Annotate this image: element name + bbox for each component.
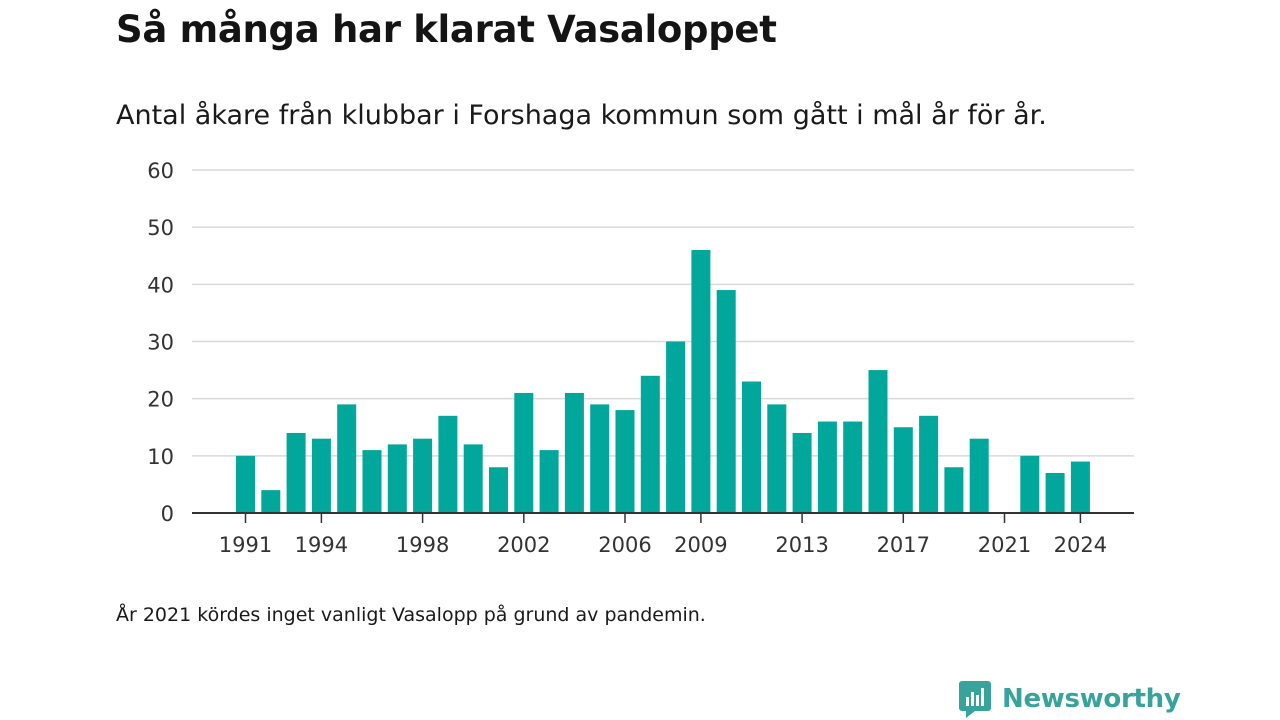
bar-2023[interactable] <box>1045 472 1065 513</box>
bar-2018[interactable] <box>919 415 939 513</box>
x-tick-label: 2017 <box>877 533 930 557</box>
bar-2022[interactable] <box>1020 455 1040 513</box>
x-tick-label: 2013 <box>775 533 828 557</box>
newsworthy-logo-icon <box>959 681 991 718</box>
chart-title: Så många har klarat Vasaloppet <box>116 8 777 51</box>
bar-2011[interactable] <box>742 381 761 513</box>
bar-2006[interactable] <box>615 410 635 513</box>
y-tick-label: 30 <box>147 331 174 355</box>
bar-2020[interactable] <box>969 438 989 513</box>
y-tick-label: 60 <box>147 159 174 183</box>
bar-1997[interactable] <box>387 444 407 513</box>
bar-2002[interactable] <box>514 392 534 513</box>
chart-subtitle: Antal åkare från klubbar i Forshaga komm… <box>116 100 1047 131</box>
y-tick-label: 40 <box>147 273 174 297</box>
gridlines <box>192 169 1134 457</box>
bar-1998[interactable] <box>413 438 433 513</box>
x-tick-label: 1991 <box>219 533 272 557</box>
bar-2001[interactable] <box>489 467 508 513</box>
bar-1995[interactable] <box>337 404 357 513</box>
bar-2015[interactable] <box>843 421 863 513</box>
bar-2004[interactable] <box>564 392 584 513</box>
footnote: År 2021 kördes inget vanligt Vasalopp på… <box>116 604 706 626</box>
brand[interactable]: Newsworthy <box>958 680 1181 718</box>
bar-2013[interactable] <box>792 432 812 513</box>
bar-2008[interactable] <box>666 341 686 514</box>
bar-2019[interactable] <box>944 467 964 513</box>
bar-2003[interactable] <box>539 450 559 513</box>
bar-2016[interactable] <box>868 370 888 513</box>
x-tick-label: 2002 <box>497 533 550 557</box>
bar-1996[interactable] <box>362 450 382 513</box>
bar-2009[interactable] <box>691 250 711 514</box>
bar-2024[interactable] <box>1070 461 1090 513</box>
y-tick-label: 0 <box>161 502 174 526</box>
y-tick-label: 50 <box>147 216 174 240</box>
bar-1993[interactable] <box>286 432 306 513</box>
bar-2014[interactable] <box>817 421 837 513</box>
bar-2017[interactable] <box>893 427 913 513</box>
x-tick-label: 1994 <box>295 533 348 557</box>
x-axis-tick-labels: 1991 1994 1998 2002 2006 2009 2013 2017 2021 2024 <box>219 533 1107 557</box>
bar-2007[interactable] <box>640 375 660 513</box>
bar-2012[interactable] <box>767 404 787 513</box>
y-tick-label: 10 <box>147 445 174 469</box>
bars <box>236 250 1090 514</box>
x-tick-label: 2021 <box>978 533 1031 557</box>
x-tick-label: 2006 <box>598 533 651 557</box>
bar-2000[interactable] <box>463 444 483 513</box>
bar-2005[interactable] <box>590 404 610 513</box>
x-axis <box>192 512 1134 523</box>
bar-2010[interactable] <box>716 290 736 513</box>
bar-1999[interactable] <box>438 415 458 513</box>
y-axis-tick-labels: 0 10 20 30 40 50 60 <box>147 159 174 526</box>
bar-1992[interactable] <box>261 490 281 513</box>
brand-name: Newsworthy <box>1002 684 1181 714</box>
x-tick-label: 2024 <box>1054 533 1107 557</box>
bar-1991[interactable] <box>236 455 255 513</box>
x-tick-label: 1998 <box>396 533 449 557</box>
bar-1994[interactable] <box>311 438 331 513</box>
x-tick-label: 2009 <box>674 533 727 557</box>
y-tick-label: 20 <box>147 388 174 412</box>
